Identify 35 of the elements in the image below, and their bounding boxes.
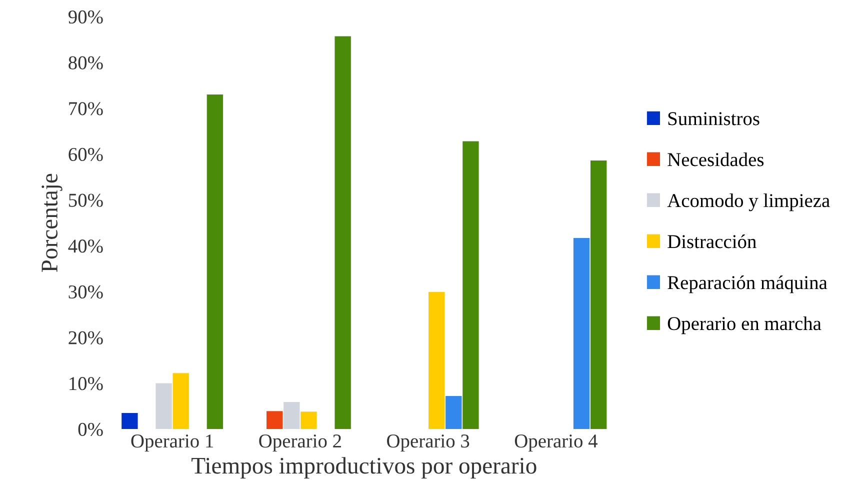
x-axis-title: Tiempos improductivos por operario xyxy=(192,457,536,479)
bar xyxy=(284,402,300,430)
bar xyxy=(266,411,283,430)
legend-label: Necesidades xyxy=(668,152,764,166)
y-tick-label: 20% xyxy=(68,331,103,344)
x-tick-label: Operario 4 xyxy=(514,434,598,452)
x-tick-label: Operario 2 xyxy=(259,434,341,452)
legend-label: Operario en marcha xyxy=(668,316,822,334)
y-tick-label: 80% xyxy=(68,56,103,70)
bar xyxy=(300,412,317,430)
x-tick-label: Operario 1 xyxy=(131,434,213,452)
legend-label: Acomodo y limpieza xyxy=(667,193,830,212)
bar xyxy=(428,292,445,430)
bar xyxy=(156,383,172,430)
y-axis-title: Porcentaje xyxy=(42,174,62,272)
bar xyxy=(334,36,351,430)
bar xyxy=(573,238,590,430)
y-tick-label: 90% xyxy=(68,10,103,24)
legend-label: Suministros xyxy=(668,112,760,126)
y-tick-label: 40% xyxy=(68,240,103,253)
y-tick-label: 70% xyxy=(69,102,103,116)
bar xyxy=(172,373,189,430)
legend-label: Distracción xyxy=(668,234,756,248)
y-tick-label: 10% xyxy=(70,377,103,390)
y-tick-label: 60% xyxy=(68,148,103,162)
y-tick-label: 30% xyxy=(68,285,103,299)
bar xyxy=(590,160,607,430)
bar xyxy=(206,94,224,430)
bar xyxy=(446,396,462,430)
y-tick-label: 0% xyxy=(78,422,103,436)
bar xyxy=(462,141,479,430)
y-tick-label: 50% xyxy=(69,194,103,207)
legend-label: Reparación máquina xyxy=(668,275,828,294)
x-tick-label: Operario 3 xyxy=(387,434,470,452)
bar xyxy=(122,413,138,430)
